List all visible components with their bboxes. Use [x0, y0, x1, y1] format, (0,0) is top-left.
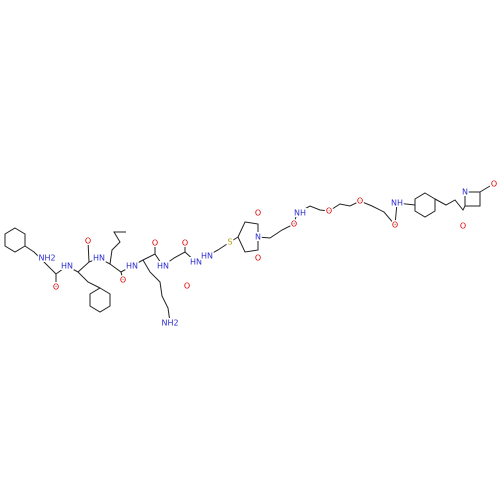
atom-label: NH: [391, 199, 403, 208]
atom-label: O: [255, 254, 261, 263]
atom-label: HN: [157, 262, 169, 271]
lysine-chain: [142, 259, 171, 323]
atom-label: HN: [126, 262, 138, 271]
azetidinone-ring: [464, 191, 481, 207]
atom-label: HN: [190, 258, 202, 267]
atom-label: O: [53, 283, 59, 292]
bond: [120, 271, 124, 281]
phenyl-ring: [414, 192, 436, 218]
atom-label: O: [182, 239, 188, 248]
atom-label: O: [357, 197, 363, 206]
phenyl-ring: [4, 227, 26, 253]
atom-label: O: [120, 276, 126, 285]
atom-label: O: [460, 222, 466, 231]
backbone: [24, 236, 239, 275]
atom-label: S: [227, 238, 232, 247]
propanoyl: [434, 198, 466, 211]
atom-label: HN: [93, 254, 105, 263]
atom-label: O: [392, 221, 398, 230]
phenyl-ring: [89, 287, 111, 313]
atom-label: O: [152, 239, 158, 248]
bond: [43, 257, 48, 263]
bond: [87, 240, 90, 263]
atom-label: HN: [61, 262, 73, 271]
linker: [257, 200, 416, 239]
atom-label: NH: [294, 209, 306, 218]
bond: [479, 185, 491, 193]
atom-label: N: [462, 188, 468, 197]
isobutyl: [109, 231, 126, 265]
atom-label: O: [184, 282, 190, 291]
atom-label: O: [255, 209, 261, 218]
atom-label: O: [326, 207, 332, 216]
atom-label: NH2: [38, 254, 55, 263]
bond: [77, 271, 101, 289]
atom-label: HN: [201, 252, 213, 261]
atom-label: NH2: [161, 319, 178, 328]
atom-label: O: [85, 237, 91, 246]
atom-label: O: [491, 180, 497, 189]
atom-label: N: [255, 233, 261, 242]
atom-labels: NH2 O HN O HN O HN O HN O NH2 HN O HN S …: [37, 178, 499, 329]
atom-label: O: [291, 220, 297, 229]
succinimide-ring: [237, 221, 259, 253]
bonds: [4, 185, 491, 323]
